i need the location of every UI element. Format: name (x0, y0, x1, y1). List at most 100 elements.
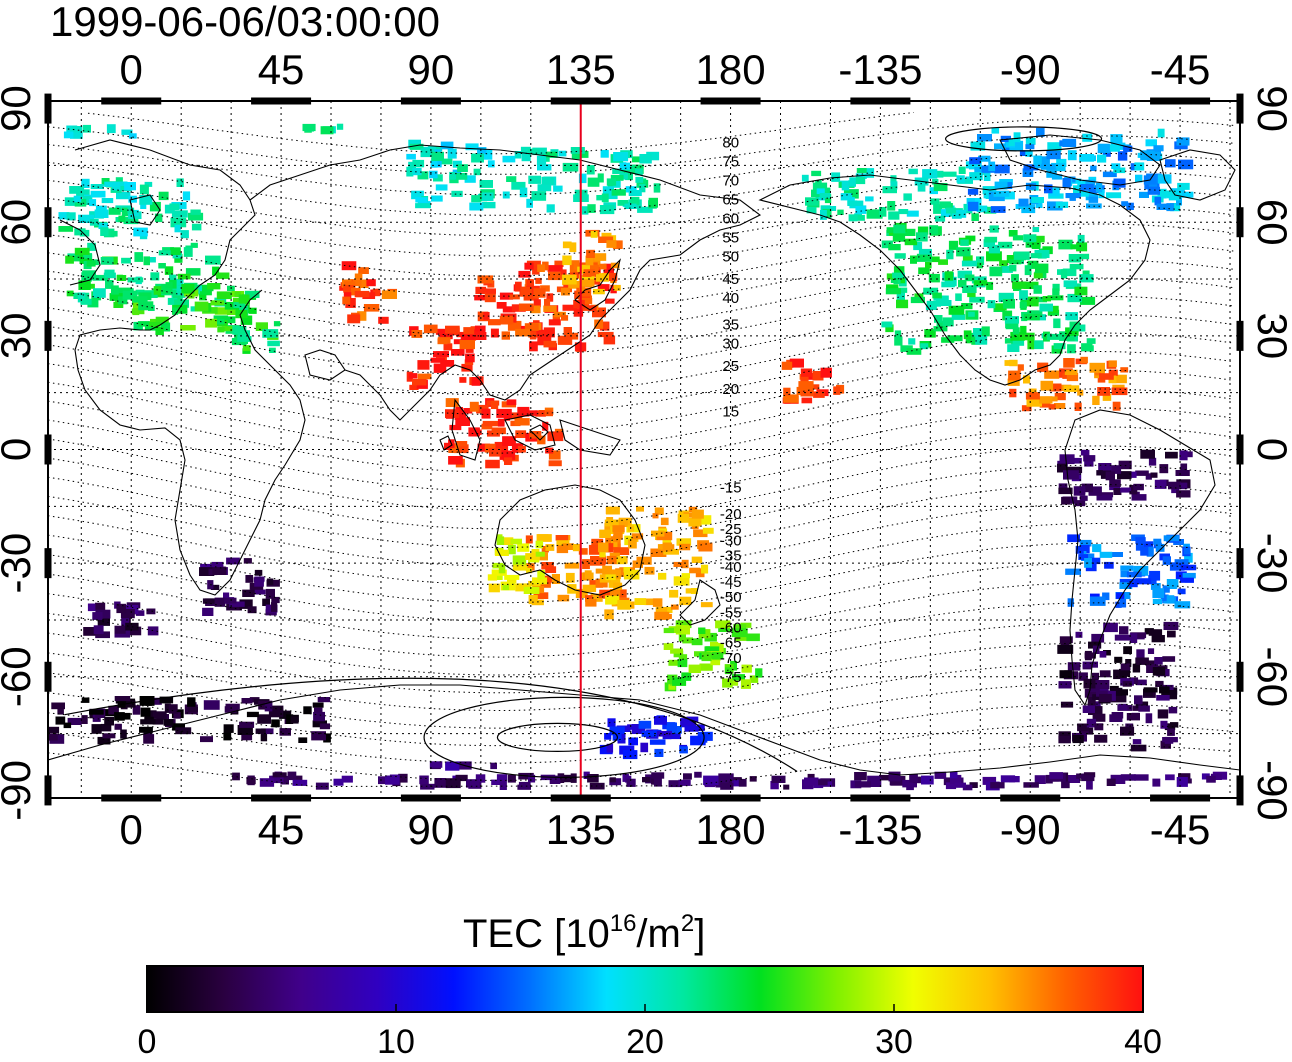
tec-cell (479, 180, 493, 188)
tec-cell (488, 319, 501, 326)
tec-cell (1111, 465, 1122, 474)
tec-cell (1063, 280, 1078, 288)
tec-cell (122, 290, 138, 300)
tec-cell (481, 423, 493, 430)
tec-cell (535, 277, 542, 284)
tec-cell (1060, 269, 1068, 279)
tec-cell (699, 663, 713, 671)
tec-cell (1067, 344, 1076, 354)
tec-cell (910, 255, 917, 264)
tec-cell (888, 211, 900, 220)
contour-label-north: 65 (722, 191, 739, 208)
tec-cell (491, 427, 506, 435)
tec-cell (363, 304, 380, 312)
tec-cell (1075, 631, 1083, 638)
tec-cell (1125, 659, 1132, 667)
tec-cell (341, 775, 353, 783)
tec-cell (154, 213, 163, 223)
tec-cell (82, 270, 96, 281)
tec-cell (954, 782, 966, 788)
tec-cell (490, 328, 499, 338)
tec-cell (585, 255, 594, 266)
tec-cell (1053, 343, 1066, 350)
tec-cell (879, 774, 894, 781)
magnetic-contour (48, 622, 1234, 694)
tec-cell (406, 166, 414, 177)
tec-cell (500, 537, 514, 545)
tec-cell (537, 435, 546, 445)
tec-cell (545, 410, 553, 417)
tec-cell (1061, 496, 1071, 505)
tec-cell (437, 338, 448, 345)
tec-cell (597, 331, 614, 338)
tec-cell (1007, 344, 1020, 352)
tec-cell (890, 181, 898, 190)
tec-cell (1051, 162, 1066, 172)
tec-cell (804, 777, 819, 786)
contour-label-south: -75 (720, 669, 742, 686)
tec-cell (531, 549, 540, 557)
colorbar-tick-labels: 0 10 20 30 40 (138, 1004, 1162, 1061)
tec-cell (1083, 455, 1096, 462)
tec-cell (636, 506, 644, 512)
tec-cell (1008, 370, 1021, 381)
tec-cell (259, 778, 275, 787)
magnetic-contour (48, 205, 1234, 277)
tec-cell (146, 608, 156, 615)
tec-cell (1095, 182, 1103, 193)
tec-cell (925, 262, 932, 269)
tec-cell (241, 733, 253, 741)
tec-cell (1103, 650, 1111, 656)
south-contour-arc (64, 677, 798, 772)
frame-tick-marks (44, 93, 1244, 806)
tec-cell (1092, 645, 1100, 654)
tec-cell (1055, 201, 1069, 208)
tec-cell (598, 236, 614, 243)
tec-cell (604, 733, 612, 740)
tec-cell (485, 288, 496, 294)
tec-cell (417, 373, 432, 380)
tec-cell (1168, 194, 1180, 201)
tec-cell (1120, 487, 1131, 493)
tec-cell (960, 239, 969, 246)
tec-cell (1123, 646, 1132, 655)
tec-cell (551, 574, 560, 584)
tec-cell (241, 698, 253, 704)
tec-cell (160, 322, 171, 332)
tec-cell (87, 242, 96, 251)
tec-cell (1068, 254, 1082, 263)
tec-cell (673, 576, 690, 586)
tec-cell (73, 195, 82, 203)
tec-cell (187, 697, 196, 707)
tec-cell (514, 418, 530, 426)
tec-cell (881, 321, 893, 328)
tec-cell (114, 712, 125, 721)
tec-cell (102, 733, 116, 739)
tec-cell (598, 542, 609, 553)
tec-cell (535, 551, 545, 557)
tec-cell (990, 782, 1005, 789)
tec-cell (1078, 190, 1089, 197)
tec-cell (1012, 235, 1024, 241)
tec-cell (429, 761, 443, 768)
tec-cell (977, 134, 992, 142)
tec-cell (632, 560, 643, 568)
tec-cell (958, 279, 967, 288)
tec-cell (1134, 162, 1145, 171)
tec-cell (523, 586, 540, 594)
tec-cell (279, 728, 291, 736)
tec-cell (1210, 773, 1222, 780)
tec-cell (654, 507, 664, 515)
tec-cell (611, 539, 618, 547)
tec-cell (991, 127, 1000, 134)
tec-cell (624, 203, 637, 209)
tec-cell (1159, 686, 1170, 694)
tec-cell (749, 776, 757, 782)
tec-cell (902, 228, 916, 236)
tec-cell (1167, 728, 1175, 736)
tec-cell (1039, 396, 1053, 404)
tec-cell (986, 281, 994, 290)
tec-cell (172, 304, 188, 314)
tec-cell (255, 728, 266, 734)
tec-cell (260, 728, 274, 735)
